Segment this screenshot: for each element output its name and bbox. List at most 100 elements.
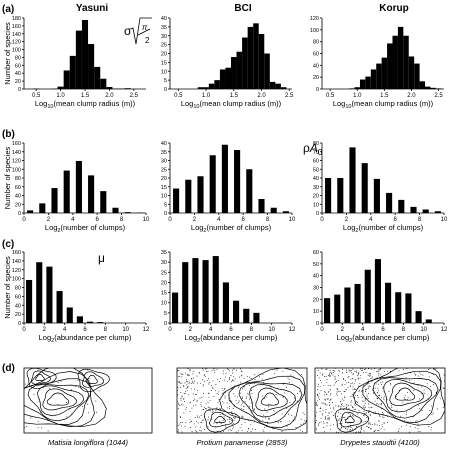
tree-point — [356, 425, 357, 427]
tree-point — [254, 374, 256, 375]
tree-point — [233, 426, 234, 428]
tree-point — [318, 392, 320, 394]
symbol-mu: μ — [98, 251, 105, 265]
tree-point — [376, 424, 378, 426]
tree-point — [329, 399, 331, 401]
tree-point — [233, 368, 235, 370]
tree-point — [180, 399, 182, 401]
tree-point — [186, 389, 188, 391]
tree-point — [348, 376, 350, 377]
tree-point — [352, 415, 354, 417]
tree-point — [242, 415, 244, 417]
panel-label-a: (a) — [2, 4, 14, 15]
tree-point — [339, 391, 341, 392]
tree-point — [320, 389, 322, 391]
tree-point — [334, 376, 336, 378]
bar — [361, 163, 368, 214]
tree-point — [365, 389, 367, 391]
tree-point — [352, 389, 354, 391]
tree-point — [231, 411, 233, 413]
contour-line — [249, 384, 296, 418]
contour-line — [203, 408, 241, 433]
tree-point — [219, 414, 221, 415]
tree-point — [330, 428, 332, 430]
tree-point — [390, 405, 392, 407]
tree-point — [412, 387, 414, 389]
tree-point — [223, 379, 225, 381]
tree-point — [325, 399, 326, 401]
bar — [221, 144, 228, 213]
tree-point — [365, 391, 366, 392]
tree-point — [288, 413, 289, 415]
bar — [387, 43, 393, 89]
tree-point — [215, 389, 216, 391]
tree-point — [344, 397, 346, 399]
tree-point — [353, 397, 355, 399]
tree-point — [254, 382, 255, 384]
y-tick-label: 60 — [15, 63, 21, 69]
tree-point — [254, 379, 256, 381]
tree-point — [432, 384, 434, 386]
tree-point — [200, 382, 202, 384]
y-tick-label: 30 — [161, 34, 167, 40]
tree-point — [430, 429, 432, 431]
tree-point — [231, 381, 233, 383]
tree-point — [382, 397, 384, 399]
tree-point — [390, 384, 392, 386]
tree-point — [347, 386, 349, 388]
tree-point — [247, 393, 249, 395]
bar — [373, 178, 380, 214]
tree-point — [234, 395, 236, 397]
tree-point — [350, 404, 352, 406]
tree-point — [177, 425, 179, 427]
bar — [63, 70, 70, 89]
tree-point — [364, 369, 365, 371]
contour-line — [35, 374, 45, 381]
tree-point — [177, 381, 179, 383]
tree-point — [188, 386, 190, 388]
tree-point — [192, 377, 194, 379]
tree-point — [217, 368, 219, 369]
tree-point — [325, 418, 326, 420]
tree-point — [352, 373, 354, 375]
tree-point — [210, 385, 212, 386]
tree-point — [363, 421, 365, 423]
x-tick-label: 0 — [22, 217, 26, 223]
tree-point — [268, 418, 270, 420]
tree-point — [320, 417, 322, 419]
tree-point — [386, 422, 388, 423]
column-header-bci: BCI — [234, 3, 251, 14]
tree-point — [187, 373, 189, 375]
tree-point — [216, 369, 218, 371]
tree-point — [286, 407, 288, 409]
contour-line — [353, 368, 445, 426]
tree-point — [371, 423, 373, 425]
tree-point — [343, 417, 345, 419]
tree-point — [302, 412, 304, 414]
contour-line — [383, 379, 433, 413]
tree-point — [232, 369, 234, 371]
tree-point — [383, 428, 385, 430]
tree-point — [329, 407, 331, 409]
tree-point — [371, 428, 373, 430]
tree-point — [341, 414, 343, 416]
tree-point — [327, 384, 329, 386]
x-tick-label: 12 — [289, 327, 296, 333]
tree-point — [197, 415, 198, 417]
tree-point — [374, 378, 376, 380]
tree-point — [343, 379, 345, 381]
y-tick-label: 0 — [316, 211, 319, 217]
bar — [374, 259, 381, 323]
bar — [203, 87, 209, 89]
x-tick-label: 1.0 — [56, 93, 65, 99]
tree-point — [222, 414, 224, 416]
column-header-korup: Korup — [379, 3, 408, 14]
tree-point — [329, 371, 331, 373]
tree-point — [320, 421, 322, 423]
y-tick-label: 0 — [316, 87, 319, 93]
x-tick-label: 0.5 — [32, 93, 41, 99]
tree-point — [294, 416, 296, 418]
tree-point — [234, 404, 236, 406]
bar — [434, 211, 441, 213]
tree-point — [329, 375, 331, 377]
